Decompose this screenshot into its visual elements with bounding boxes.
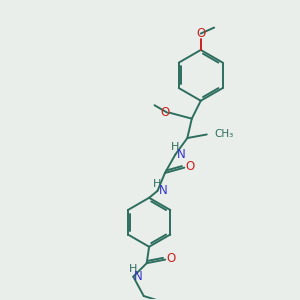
Text: H: H [171,142,179,152]
Text: N: N [176,148,185,161]
Text: O: O [186,160,195,173]
Text: O: O [196,27,206,40]
Text: O: O [160,106,170,119]
Text: N: N [134,270,143,283]
Text: O: O [167,252,176,265]
Text: CH₃: CH₃ [215,130,234,140]
Text: H: H [153,178,161,188]
Text: H: H [128,264,137,274]
Text: N: N [158,184,167,197]
